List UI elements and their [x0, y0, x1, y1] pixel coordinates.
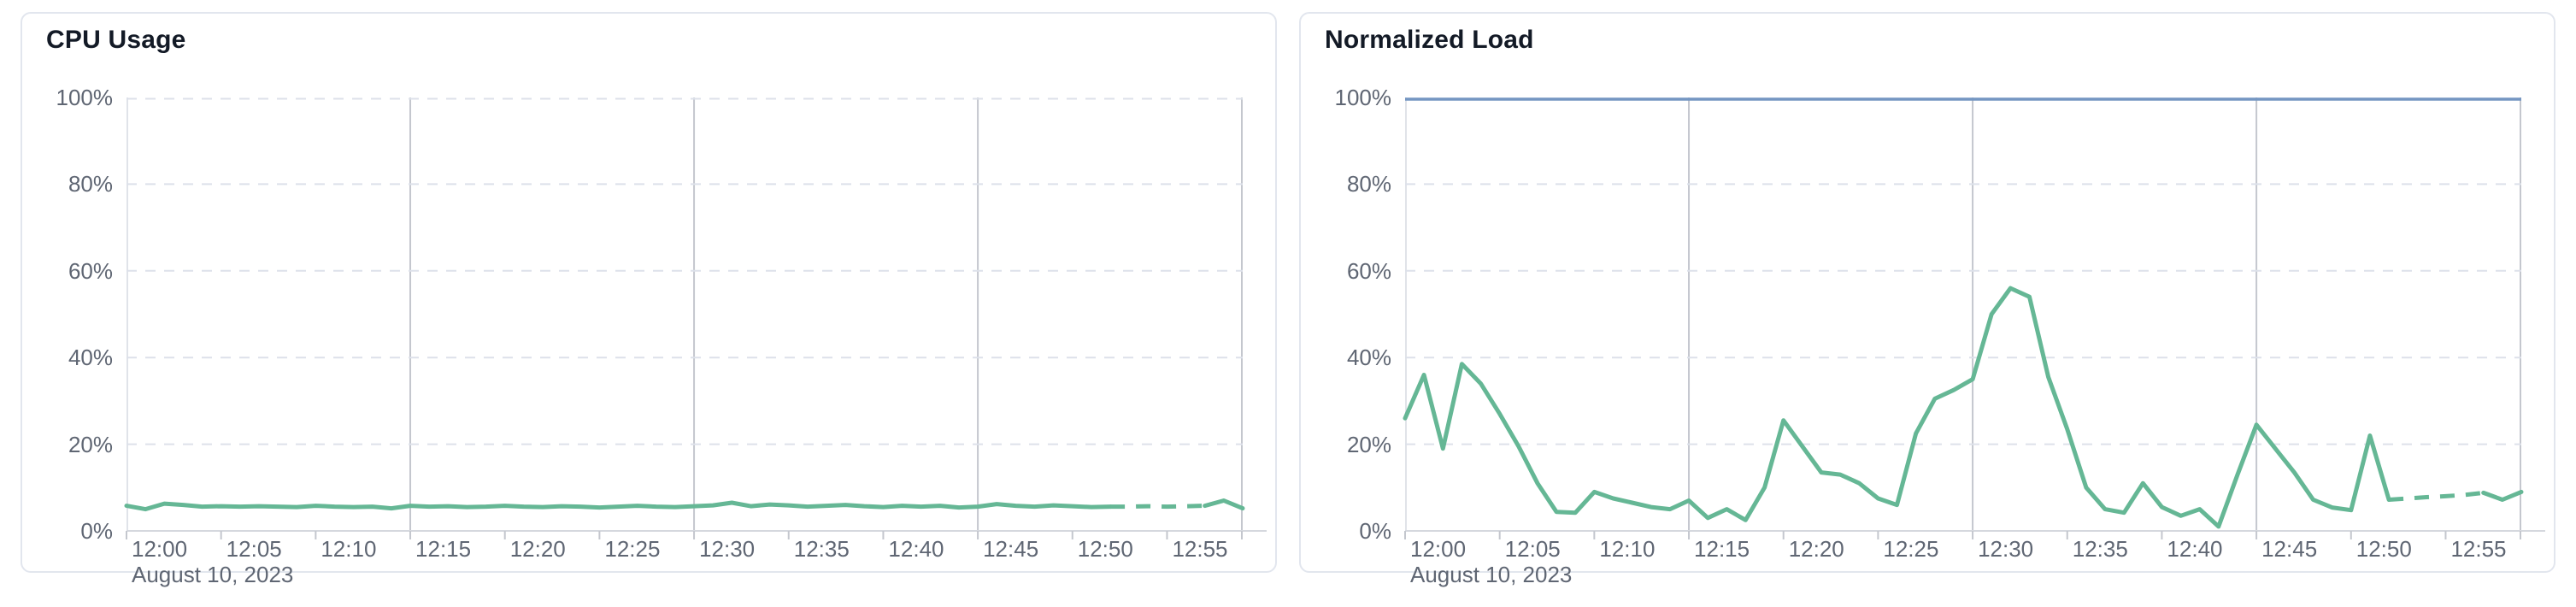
x-axis-tick-label: 12:55: [1172, 536, 1228, 562]
x-axis-tick-label: 12:45: [983, 536, 1039, 562]
plot-area[interactable]: [1403, 97, 2545, 545]
x-axis-date-label: August 10, 2023: [132, 562, 294, 587]
x-axis-tick-label: 12:15: [415, 536, 472, 562]
x-axis-tick-label: 12:50: [2355, 536, 2412, 562]
series-line-solid: [124, 500, 1113, 512]
x-axis-tick-label: 12:40: [2167, 536, 2223, 562]
y-axis-tick-label: 60%: [68, 257, 113, 284]
series-line-dashed-segment: [1110, 504, 1205, 510]
x-axis-tick-label: 12:25: [604, 536, 661, 562]
chart-title: CPU Usage: [46, 26, 186, 54]
x-axis-tick-label: 12:35: [2072, 536, 2128, 562]
chart-card-cpu-usage: CPU Usage 100% 80% 60% 40% 20% 0% 12:00 12:05 12…: [21, 12, 1277, 586]
y-axis-tick-label: 0%: [80, 518, 113, 544]
x-axis-tick-label: 12:00: [132, 536, 188, 562]
x-axis-tick-label: 12:00: [1410, 536, 1467, 562]
x-axis-tick-label: 12:05: [226, 536, 282, 562]
x-axis-tick-label: 12:55: [2450, 536, 2507, 562]
x-axis-tick-label: 12:20: [509, 536, 566, 562]
series-line-solid-end: [2481, 489, 2524, 502]
normalized-load-chart: 100% 80% 60% 40% 20% 0% 12:00 12:05 12:10 12:15 12…: [1301, 14, 2554, 586]
x-axis-tick-label: 12:10: [321, 536, 377, 562]
x-axis-tick-label: 12:40: [888, 536, 944, 562]
x-axis-tick-label: 12:25: [1883, 536, 1939, 562]
x-axis-tick-label: 12:20: [1788, 536, 1844, 562]
x-axis-tick-label: 12:15: [1694, 536, 1750, 562]
x-axis-tick-label: 12:45: [2261, 536, 2318, 562]
x-axis-tick-label: 12:35: [793, 536, 850, 562]
x-axis-date-label: August 10, 2023: [1410, 562, 1573, 587]
y-axis-tick-label: 20%: [68, 431, 113, 457]
series-line-solid: [1403, 286, 2391, 529]
series-line-dashed-segment: [2388, 490, 2484, 502]
series-line-solid-end: [1203, 498, 1245, 511]
y-axis-tick-label: 80%: [68, 171, 113, 197]
y-axis-tick-label: 0%: [1359, 518, 1391, 544]
chart-title: Normalized Load: [1325, 26, 1534, 54]
chart-card-normalized-load: Normalized Load 100% 80% 60% 40% 20% 0% 12:00 1…: [1299, 12, 2555, 586]
y-axis-tick-label: 80%: [1346, 171, 1391, 197]
y-axis-tick-label: 20%: [1346, 431, 1391, 457]
x-axis-tick-label: 12:30: [1978, 536, 2034, 562]
x-axis-tick-label: 12:30: [699, 536, 756, 562]
x-axis-tick-label: 12:10: [1599, 536, 1656, 562]
y-axis-tick-label: 60%: [1346, 257, 1391, 284]
cpu-usage-chart: 100% 80% 60% 40% 20% 0% 12:00 12:05 12:10 12:15 12…: [22, 14, 1275, 586]
x-axis-tick-label: 12:50: [1077, 536, 1133, 562]
y-axis-tick-label: 40%: [1346, 345, 1391, 371]
y-axis-tick-label: 40%: [68, 345, 113, 371]
y-axis-tick-label: 100%: [56, 85, 114, 110]
y-axis-tick-label: 100%: [1334, 85, 1392, 110]
x-axis-tick-label: 12:05: [1504, 536, 1561, 562]
metrics-dashboard: CPU Usage 100% 80% 60% 40% 20% 0% 12:00 12:05 12…: [21, 12, 2555, 586]
plot-area[interactable]: [124, 97, 1267, 545]
